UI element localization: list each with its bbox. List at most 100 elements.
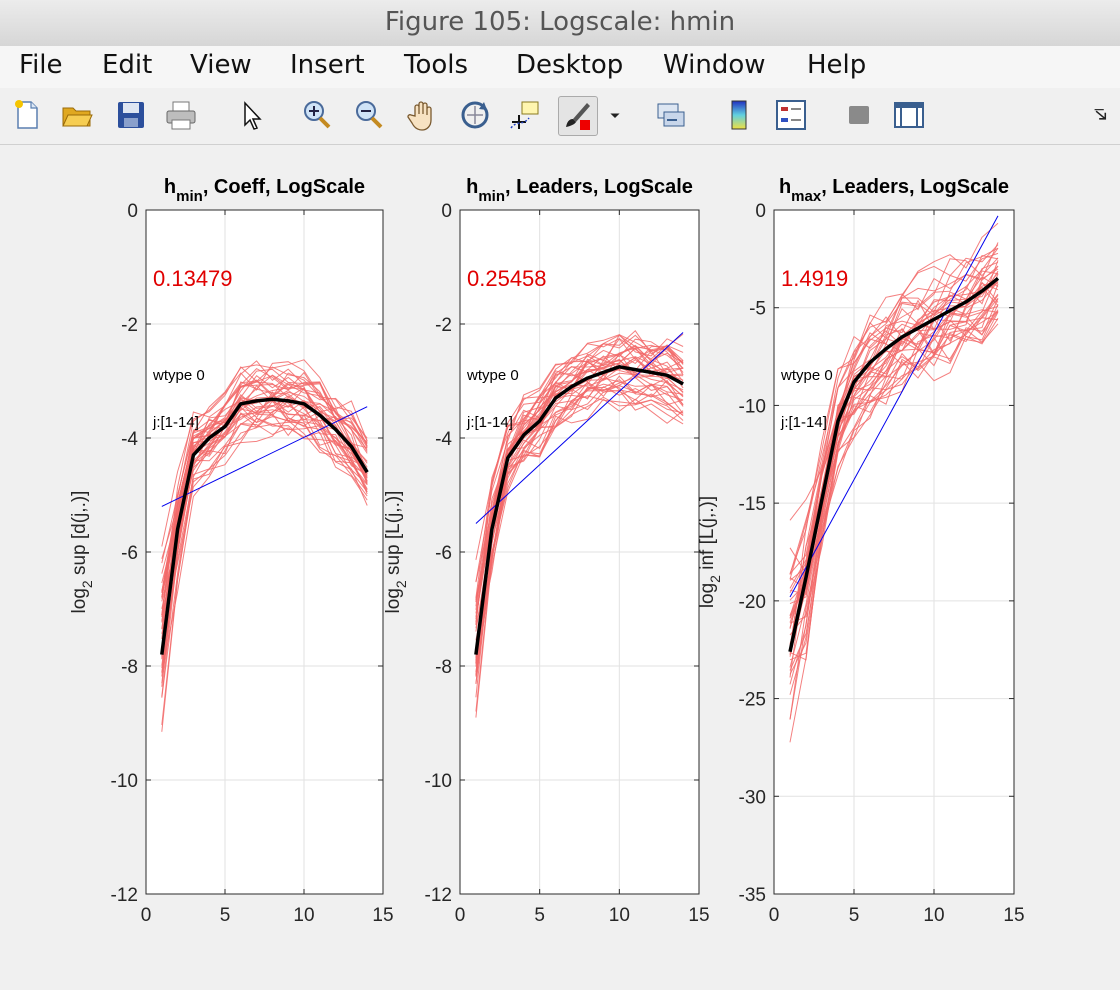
y-tick-label: -10 bbox=[739, 396, 766, 417]
save-icon[interactable] bbox=[112, 96, 150, 134]
x-tick-label: 10 bbox=[609, 905, 630, 926]
annotation-range: j:[1-14] bbox=[780, 414, 827, 431]
y-tick-label: -12 bbox=[425, 885, 452, 906]
estimate-value: 1.4919 bbox=[781, 266, 848, 291]
y-tick-label: -4 bbox=[435, 429, 452, 450]
ensemble-line bbox=[161, 405, 368, 669]
y-tick-label: -25 bbox=[739, 690, 766, 711]
estimate-value: 0.13479 bbox=[153, 266, 233, 291]
ensemble-line bbox=[161, 398, 368, 610]
ensemble-line bbox=[475, 379, 684, 665]
y-tick-label: -4 bbox=[121, 429, 138, 450]
menu-tools[interactable]: Tools bbox=[404, 50, 469, 80]
ensemble-line bbox=[475, 374, 684, 664]
rotate-3d-icon[interactable] bbox=[456, 96, 494, 134]
y-tick-label: -8 bbox=[435, 657, 452, 678]
ensemble-line bbox=[475, 396, 684, 718]
ensemble-line bbox=[789, 222, 999, 655]
ensemble-line bbox=[789, 242, 999, 521]
menu-window[interactable]: Window bbox=[663, 50, 766, 80]
print-icon[interactable] bbox=[162, 96, 200, 134]
y-tick-label: -5 bbox=[749, 299, 766, 320]
subplot-2: 0 5 10 15 -12 -10 -8 -6 -4 -2 0 hmin, Leaders, LogS… bbox=[383, 176, 710, 926]
menu-file[interactable]: File bbox=[19, 50, 63, 80]
ensemble-line bbox=[161, 359, 368, 564]
ensemble-line bbox=[789, 293, 999, 636]
y-tick-label: -8 bbox=[121, 657, 138, 678]
ensemble-line bbox=[475, 338, 684, 598]
hide-plot-tools-icon[interactable] bbox=[840, 96, 878, 134]
x-tick-label: 5 bbox=[534, 905, 545, 926]
brush-dropdown-icon[interactable] bbox=[602, 96, 628, 134]
ensemble-line bbox=[475, 374, 684, 629]
ensemble-line bbox=[789, 309, 999, 685]
x-tick-label: 0 bbox=[769, 905, 780, 926]
y-axis-label: log2 sup [d(j,.)] bbox=[69, 491, 95, 614]
zoom-out-icon[interactable] bbox=[350, 96, 388, 134]
ensemble-line bbox=[161, 379, 368, 599]
y-tick-label: -15 bbox=[739, 494, 766, 515]
mean-line bbox=[788, 277, 1000, 653]
ensemble-line bbox=[161, 391, 368, 592]
show-plot-tools-icon[interactable] bbox=[890, 96, 928, 134]
x-tick-label: 0 bbox=[141, 905, 152, 926]
y-axis-label: log2 inf [L(j,.)] bbox=[697, 496, 723, 608]
x-tick-label: 5 bbox=[220, 905, 231, 926]
annotation-wtype: wtype 0 bbox=[152, 367, 205, 384]
open-file-icon[interactable] bbox=[58, 96, 96, 134]
menu-insert[interactable]: Insert bbox=[290, 50, 365, 80]
legend-icon[interactable] bbox=[772, 96, 810, 134]
ensemble-line bbox=[789, 247, 999, 617]
mean-line bbox=[160, 397, 369, 655]
axes-box bbox=[773, 209, 1015, 895]
colorbar-icon[interactable] bbox=[720, 96, 758, 134]
ensemble-line bbox=[161, 400, 368, 697]
menu-desktop[interactable]: Desktop bbox=[516, 50, 624, 80]
y-tick-label: 0 bbox=[441, 201, 452, 222]
ensemble-line bbox=[161, 367, 368, 597]
ensemble-line bbox=[161, 361, 368, 616]
menu-edit[interactable]: Edit bbox=[102, 50, 153, 80]
x-tick-label: 10 bbox=[923, 905, 944, 926]
ensemble-line bbox=[161, 396, 368, 602]
subplot-title: hmin, Leaders, LogScale bbox=[466, 176, 693, 205]
x-tick-label: 10 bbox=[293, 905, 314, 926]
brush-icon[interactable] bbox=[558, 96, 598, 136]
select-arrow-icon[interactable] bbox=[232, 96, 270, 134]
y-tick-label: -10 bbox=[111, 771, 138, 792]
y-axis-label: log2 sup [L(j,.)] bbox=[383, 491, 409, 614]
y-tick-label: -20 bbox=[739, 592, 766, 613]
data-cursor-icon[interactable] bbox=[506, 96, 544, 134]
zoom-in-icon[interactable] bbox=[298, 96, 336, 134]
ensemble-line bbox=[475, 355, 684, 658]
y-tick-label: -30 bbox=[739, 787, 766, 808]
ensemble-line bbox=[161, 381, 368, 618]
y-tick-label: -10 bbox=[425, 771, 452, 792]
dock-icon[interactable] bbox=[1090, 96, 1116, 134]
menu-bar: File Edit View Insert Tools Desktop Wind… bbox=[0, 46, 1120, 89]
ensemble-line bbox=[475, 338, 684, 625]
link-plot-icon[interactable] bbox=[652, 96, 690, 134]
ensemble-line bbox=[475, 389, 684, 652]
pan-hand-icon[interactable] bbox=[404, 96, 442, 134]
ensemble-line bbox=[161, 417, 368, 698]
y-tick-label: -12 bbox=[111, 885, 138, 906]
y-tick-label: 0 bbox=[127, 201, 138, 222]
subplot-3: 0 5 10 15 -35 -30 -25 -20 -15 -10 -5 0 hmax, Leaders… bbox=[697, 176, 1025, 926]
mean-line bbox=[474, 365, 684, 655]
menu-help[interactable]: Help bbox=[807, 50, 867, 80]
estimate-value: 0.25458 bbox=[467, 266, 547, 291]
x-tick-label: 15 bbox=[688, 905, 709, 926]
y-tick-label: -2 bbox=[435, 315, 452, 336]
menu-view[interactable]: View bbox=[190, 50, 252, 80]
x-tick-label: 15 bbox=[372, 905, 393, 926]
new-figure-icon[interactable] bbox=[8, 96, 46, 134]
y-tick-label: -35 bbox=[739, 885, 766, 906]
fit-line bbox=[161, 406, 368, 507]
x-tick-label: 15 bbox=[1003, 905, 1024, 926]
annotation-wtype: wtype 0 bbox=[466, 367, 519, 384]
subplot-title: hmax, Leaders, LogScale bbox=[779, 176, 1009, 205]
figure-toolbar bbox=[0, 88, 1120, 145]
ensemble-line bbox=[475, 334, 684, 610]
